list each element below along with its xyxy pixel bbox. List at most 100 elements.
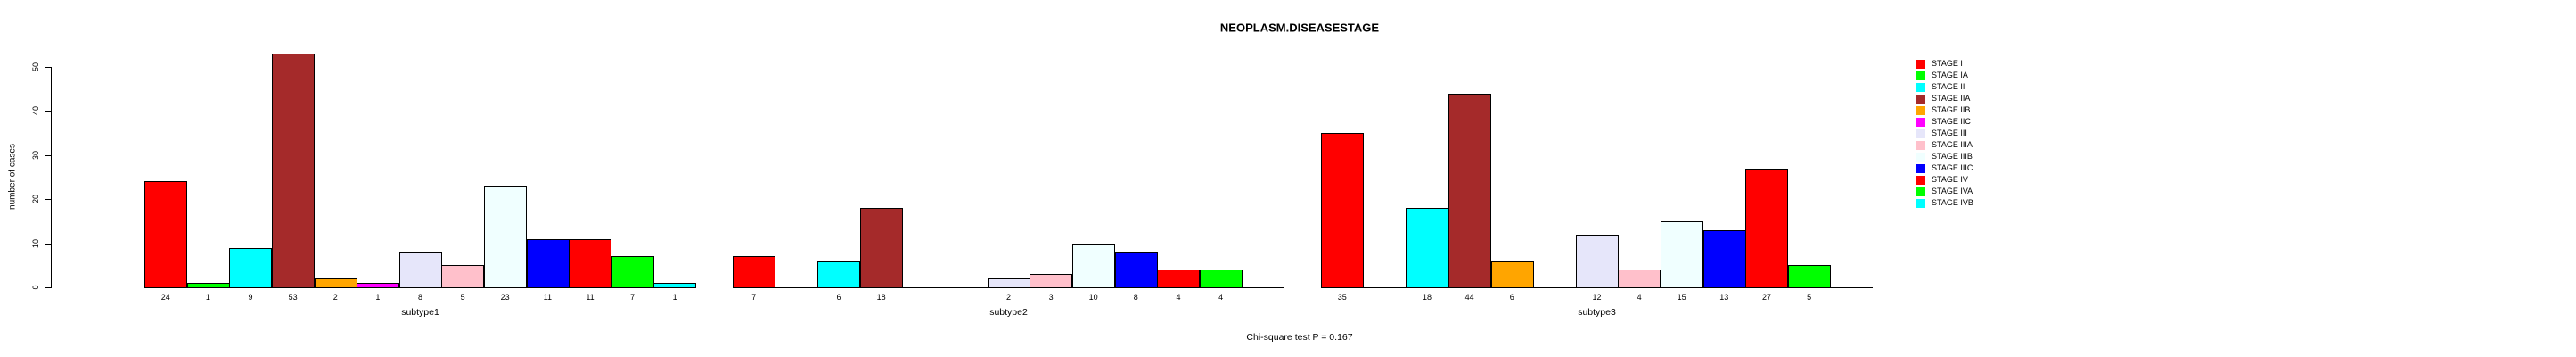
bar-value-label: 3	[1048, 293, 1054, 302]
chi-square-annotation: Chi-square test P = 0.167	[1246, 332, 1353, 343]
legend-label: STAGE IIIA	[1932, 140, 1973, 149]
bar-value-label: 24	[160, 293, 170, 302]
bar-value-label: 5	[460, 293, 465, 302]
y-tick-label: 50	[31, 62, 40, 72]
bar	[859, 208, 903, 288]
bar-value-label: 18	[1422, 293, 1432, 302]
y-tick	[45, 155, 51, 156]
bar-value-label: 12	[1592, 293, 1602, 302]
bar-value-label: 53	[288, 293, 298, 302]
bar	[398, 252, 442, 288]
legend-label: STAGE I	[1932, 59, 1963, 68]
bar	[186, 283, 230, 288]
y-tick-label: 40	[31, 105, 40, 116]
bar-value-label: 9	[248, 293, 253, 302]
y-tick	[45, 67, 51, 68]
group-label: subtype2	[989, 307, 1028, 318]
bar	[1114, 252, 1158, 288]
bar	[653, 283, 697, 288]
legend-label: STAGE IIIB	[1932, 152, 1973, 161]
bar-value-label: 35	[1337, 293, 1347, 302]
bar-value-label: 2	[332, 293, 338, 302]
bar	[1618, 270, 1661, 288]
bar	[357, 283, 400, 288]
bar-value-label: 4	[1637, 293, 1642, 302]
legend-swatch	[1916, 141, 1925, 150]
bar-value-label: 44	[1464, 293, 1474, 302]
bar-value-label: 27	[1761, 293, 1772, 302]
y-tick	[45, 199, 51, 200]
legend-swatch	[1916, 118, 1925, 127]
bar-value-label: 1	[672, 293, 677, 302]
y-axis-line	[51, 67, 52, 288]
bar	[1787, 265, 1831, 288]
bar-value-label: 6	[1509, 293, 1514, 302]
legend-swatch	[1916, 153, 1925, 162]
legend-swatch	[1916, 83, 1925, 92]
bar	[1745, 169, 1789, 288]
bar	[526, 239, 570, 288]
legend-label: STAGE III	[1932, 129, 1967, 137]
bar	[271, 54, 315, 288]
bar	[1157, 270, 1201, 288]
bar-value-label: 4	[1218, 293, 1224, 302]
bar	[987, 278, 1030, 288]
bar	[1490, 261, 1534, 288]
bar-value-label: 4	[1176, 293, 1181, 302]
legend-label: STAGE II	[1932, 82, 1965, 91]
y-axis-label: number of cases	[7, 144, 18, 210]
bar	[229, 248, 273, 288]
legend-label: STAGE IVB	[1932, 198, 1973, 207]
legend-label: STAGE IIIC	[1932, 163, 1973, 172]
legend-swatch	[1916, 199, 1925, 208]
bar-value-label: 5	[1807, 293, 1812, 302]
legend-label: STAGE IV	[1932, 175, 1968, 184]
bar	[1660, 221, 1703, 288]
bar	[441, 265, 485, 288]
y-tick-label: 30	[31, 150, 40, 161]
legend-label: STAGE IA	[1932, 71, 1968, 79]
legend-swatch	[1916, 164, 1925, 173]
bar-value-label: 23	[500, 293, 510, 302]
legend-swatch	[1916, 129, 1925, 138]
y-tick-label: 0	[31, 285, 40, 290]
bar-value-label: 13	[1719, 293, 1729, 302]
bar	[1071, 244, 1115, 288]
group-label: subtype1	[401, 307, 439, 318]
legend-swatch	[1916, 176, 1925, 185]
legend-swatch	[1916, 106, 1925, 115]
bar	[1702, 230, 1746, 288]
y-tick-label: 10	[31, 238, 40, 249]
group-label: subtype3	[1578, 307, 1616, 318]
bar	[1321, 133, 1364, 288]
bar	[483, 186, 527, 288]
bar-value-label: 7	[630, 293, 636, 302]
chart-title: NEOPLASM.DISEASESTAGE	[1219, 21, 1380, 35]
y-tick	[45, 244, 51, 245]
bar-value-label: 11	[543, 293, 552, 302]
bar	[1406, 208, 1449, 288]
bar	[1575, 235, 1619, 288]
bar-value-label: 11	[586, 293, 595, 302]
bar-value-label: 18	[876, 293, 886, 302]
bar	[144, 181, 187, 288]
legend-label: STAGE IIA	[1932, 94, 1971, 103]
bar	[569, 239, 612, 288]
bar-value-label: 1	[375, 293, 381, 302]
legend-swatch	[1916, 71, 1925, 80]
legend-label: STAGE IIC	[1932, 117, 1971, 126]
y-tick-label: 20	[31, 194, 40, 204]
bar	[817, 261, 861, 288]
bar-value-label: 6	[836, 293, 841, 302]
y-tick	[45, 287, 51, 288]
legend-label: STAGE IIB	[1932, 105, 1971, 114]
bar	[1030, 274, 1073, 288]
bar	[314, 278, 357, 288]
bar-value-label: 2	[1005, 293, 1012, 302]
legend-swatch	[1916, 60, 1925, 69]
legend-swatch	[1916, 95, 1925, 104]
bar-value-label: 7	[751, 293, 757, 302]
y-tick	[45, 111, 51, 112]
bar	[611, 256, 654, 288]
